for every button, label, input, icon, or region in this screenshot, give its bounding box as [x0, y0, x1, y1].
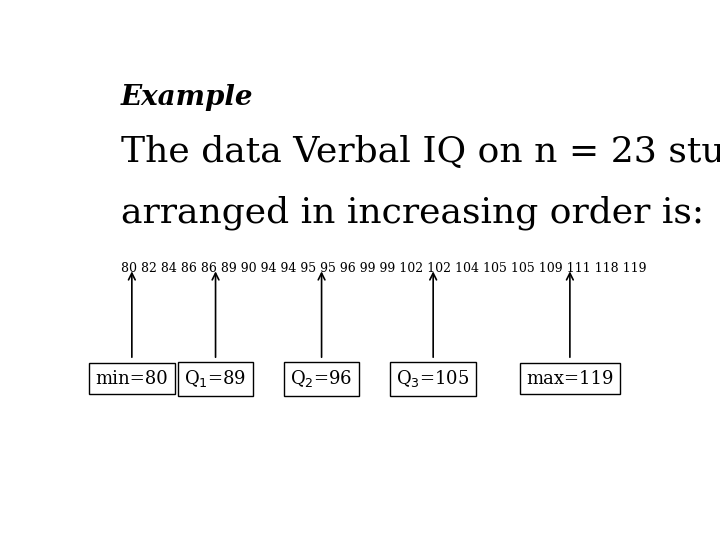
Text: 80 82 84 86 86 89 90 94 94 95 95 96 99 99 102 102 104 105 105 109 111 118 119: 80 82 84 86 86 89 90 94 94 95 95 96 99 9…: [121, 262, 646, 275]
Text: The data Verbal IQ on n = 23 students: The data Verbal IQ on n = 23 students: [121, 136, 720, 170]
Text: max=119: max=119: [526, 370, 613, 388]
Text: min=80: min=80: [96, 370, 168, 388]
Text: Q$_3$=105: Q$_3$=105: [397, 368, 470, 389]
Text: Example: Example: [121, 84, 253, 111]
Text: Q$_1$=89: Q$_1$=89: [184, 368, 247, 389]
Text: arranged in increasing order is:: arranged in increasing order is:: [121, 196, 704, 230]
Text: Q$_2$=96: Q$_2$=96: [290, 368, 353, 389]
